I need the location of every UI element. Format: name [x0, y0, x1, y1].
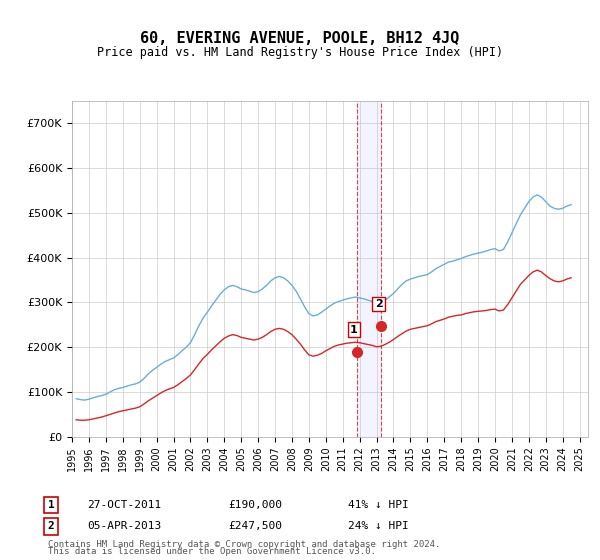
Text: 60, EVERING AVENUE, POOLE, BH12 4JQ: 60, EVERING AVENUE, POOLE, BH12 4JQ: [140, 31, 460, 46]
Text: 05-APR-2013: 05-APR-2013: [87, 521, 161, 531]
Text: Contains HM Land Registry data © Crown copyright and database right 2024.: Contains HM Land Registry data © Crown c…: [48, 540, 440, 549]
Text: 1: 1: [47, 500, 55, 510]
Text: £190,000: £190,000: [228, 500, 282, 510]
Text: £247,500: £247,500: [228, 521, 282, 531]
Text: 24% ↓ HPI: 24% ↓ HPI: [348, 521, 409, 531]
Text: 27-OCT-2011: 27-OCT-2011: [87, 500, 161, 510]
Text: 41% ↓ HPI: 41% ↓ HPI: [348, 500, 409, 510]
Text: 1: 1: [350, 325, 358, 335]
Text: 2: 2: [47, 521, 55, 531]
Bar: [356, 101, 381, 437]
Text: 2: 2: [374, 299, 382, 309]
Text: Price paid vs. HM Land Registry's House Price Index (HPI): Price paid vs. HM Land Registry's House …: [97, 46, 503, 59]
Text: This data is licensed under the Open Government Licence v3.0.: This data is licensed under the Open Gov…: [48, 547, 376, 556]
